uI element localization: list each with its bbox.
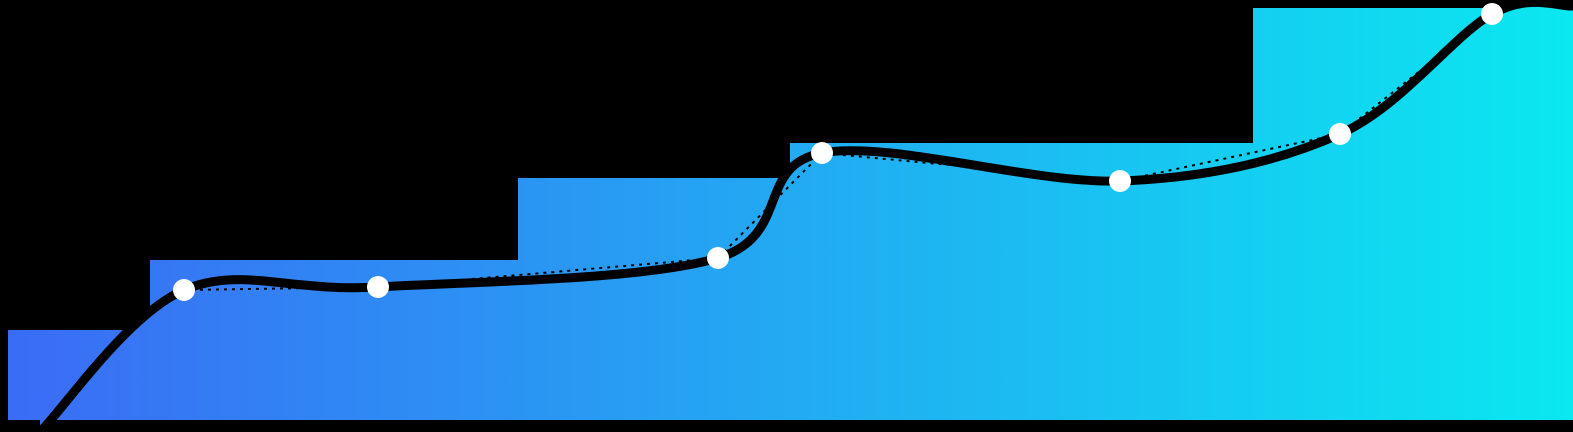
area-fill-path	[40, 2, 1573, 432]
trend-line-path	[35, 0, 1573, 432]
curve-area-fill	[40, 2, 1573, 432]
data-point-marker-1[interactable]	[173, 279, 195, 301]
data-point-markers	[173, 3, 1503, 301]
data-point-marker-7[interactable]	[1481, 3, 1503, 25]
data-point-marker-6[interactable]	[1329, 123, 1351, 145]
data-point-marker-4[interactable]	[811, 142, 833, 164]
data-point-marker-3[interactable]	[707, 247, 729, 269]
data-point-marker-5[interactable]	[1109, 170, 1131, 192]
data-point-marker-2[interactable]	[367, 276, 389, 298]
